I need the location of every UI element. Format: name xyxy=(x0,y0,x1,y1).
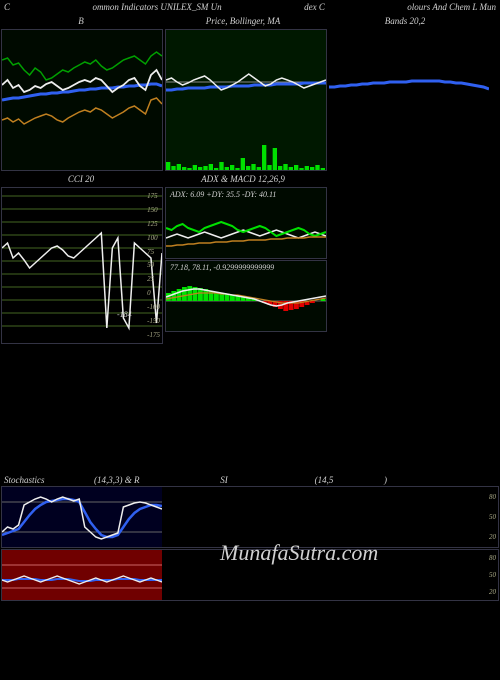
title-rsi-params: (14,5 xyxy=(264,475,384,485)
cci-ylabels: 1751501251007550250-100-150-175 xyxy=(147,188,160,343)
title-price: Price, Bollinger, MA xyxy=(162,14,324,28)
rsi-svg xyxy=(2,550,162,600)
title-stoch-params: (14,3,3) & R xyxy=(94,475,184,485)
cci-chart: 1751501251007550250-100-150-175 -184 xyxy=(1,187,163,344)
bollinger-svg xyxy=(2,30,162,170)
stoch-ylabels: 805020 xyxy=(489,487,496,547)
row1 xyxy=(0,28,500,172)
title-rsi-close: ) xyxy=(384,475,387,485)
watermark: MunafaSutra.com xyxy=(220,540,378,566)
title-b: B xyxy=(0,14,162,28)
bandsext-svg xyxy=(329,29,489,169)
stoch-svg xyxy=(2,487,162,547)
adx-chart: ADX: 6.09 +DY: 35.5 -DY: 40.11 xyxy=(165,187,327,259)
title-bands: Bands 20,2 xyxy=(324,14,486,28)
title-stoch: Stochastics xyxy=(4,475,94,485)
header-mid: ommon Indicators UNILEX_SM Un xyxy=(92,2,221,12)
cci-svg xyxy=(2,188,162,343)
pricevol-chart xyxy=(165,29,327,171)
bollinger-chart xyxy=(1,29,163,171)
adx-macd-col: ADX: 6.09 +DY: 35.5 -DY: 40.11 77.18, 78… xyxy=(164,186,328,345)
title-cci: CCI 20 xyxy=(0,172,162,186)
spacer xyxy=(0,345,500,475)
cci-annotation: -184 xyxy=(117,310,132,319)
header-midright: dex C xyxy=(304,2,325,12)
rsi-ylabels: 805020 xyxy=(489,550,496,600)
macd-label: 77.18, 78.11, -0.9299999999999 xyxy=(170,263,274,272)
title-rsi: SI xyxy=(184,475,264,485)
header-right: olours And Chem L Mun xyxy=(407,2,496,12)
header-left: C xyxy=(4,2,10,12)
adx-label: ADX: 6.09 +DY: 35.5 -DY: 40.11 xyxy=(170,190,276,199)
row2-titles: CCI 20 ADX & MACD 12,26,9 xyxy=(0,172,500,186)
macd-chart: 77.18, 78.11, -0.9299999999999 xyxy=(165,260,327,332)
header-bar: C ommon Indicators UNILEX_SM Un dex C ol… xyxy=(0,0,500,14)
title-adxmacd: ADX & MACD 12,26,9 xyxy=(162,172,324,186)
row2: 1751501251007550250-100-150-175 -184 ADX… xyxy=(0,186,500,345)
pricevol-svg xyxy=(166,30,326,170)
row1-titles: B Price, Bollinger, MA Bands 20,2 xyxy=(0,14,500,28)
bandsext-chart xyxy=(329,29,489,171)
bottom-titles: Stochastics (14,3,3) & R SI (14,5 ) xyxy=(0,475,500,485)
stoch-chart: 805020 xyxy=(1,486,499,548)
